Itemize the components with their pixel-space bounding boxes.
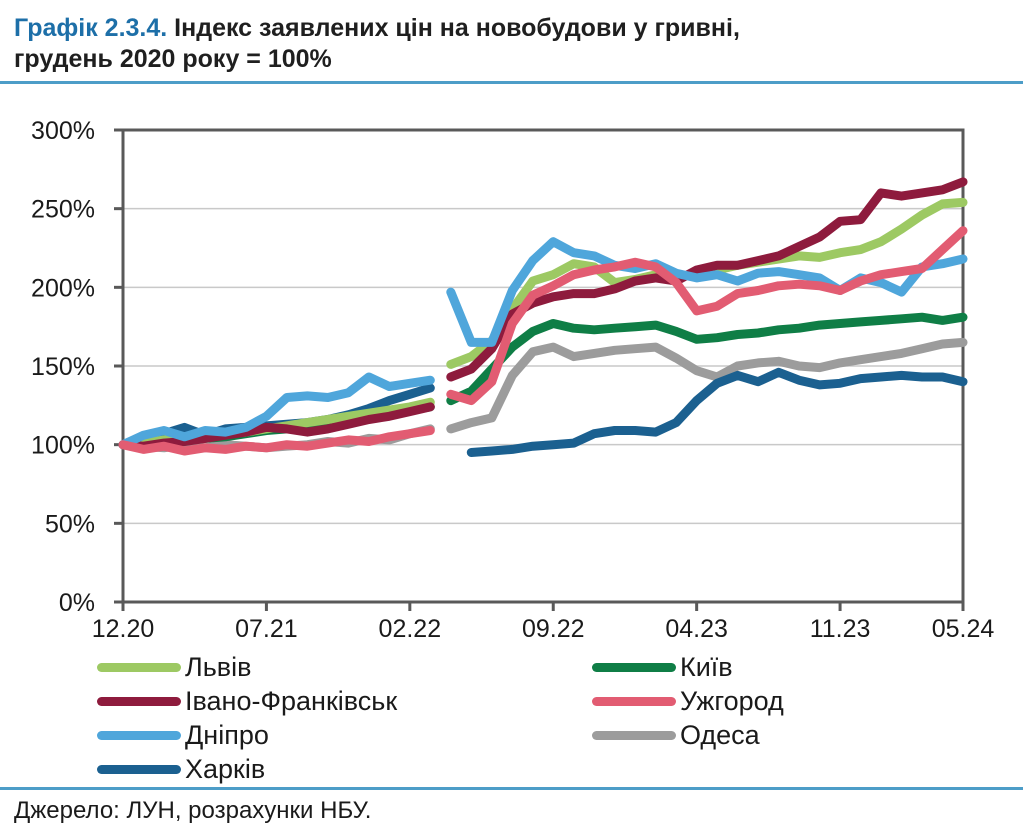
series-line-Івано-Франківськ [446, 177, 968, 382]
legend-item: Київ [592, 650, 784, 684]
x-axis-label: 09.22 [522, 615, 585, 643]
x-axis-label: 05.24 [932, 615, 995, 643]
legend-swatch [97, 662, 181, 672]
y-axis-label: 250% [31, 196, 95, 224]
legend-item: Харків [97, 752, 397, 786]
series-line-Ужгород [118, 426, 435, 456]
x-axis-label: 12.20 [92, 615, 155, 643]
series-line-Київ [446, 312, 968, 406]
legend-column-2: Київ Ужгород Одеса [592, 650, 784, 752]
chart-title-text: Індекс заявлених цін на новобудови у гри… [167, 14, 740, 42]
series-line-Ужгород [446, 226, 968, 406]
y-axis-label: 150% [31, 353, 95, 381]
y-axis-label: 0% [59, 589, 95, 617]
legend-label: Київ [680, 651, 733, 682]
y-axis-label: 300% [31, 117, 95, 145]
legend-swatch [592, 730, 676, 740]
legend-swatch [97, 696, 181, 706]
legend-label: Харків [185, 753, 266, 784]
plot-frame [121, 128, 965, 604]
legend-item: Львів [97, 650, 397, 684]
legend-item: Одеса [592, 718, 784, 752]
x-axis-label: 11.23 [810, 615, 871, 643]
legend-label: Дніпро [185, 719, 269, 750]
y-axis-label: 100% [31, 432, 95, 460]
legend-label: Ужгород [680, 685, 784, 716]
legend-column-1: Львів Івано-Франківськ Дніпро Харків [97, 650, 397, 786]
legend-swatch [97, 764, 181, 774]
chart-title-line1: Графік 2.3.4. Індекс заявлених цін на но… [14, 13, 1009, 44]
series-line-Дніпро [118, 372, 435, 450]
chart-title-line2: грудень 2020 року = 100% [14, 45, 332, 73]
series-line-Харків [466, 367, 968, 457]
legend-item: Ужгород [592, 684, 784, 718]
series-line-Одеса [446, 337, 968, 434]
legend-item: Івано-Франківськ [97, 684, 397, 718]
legend-label: Івано-Франківськ [185, 685, 398, 716]
legend-label: Львів [185, 651, 252, 682]
title-underline [0, 81, 1023, 84]
legend-swatch [97, 730, 181, 740]
x-axis-label: 02.22 [379, 615, 442, 643]
legend-swatch [592, 696, 676, 706]
chart-title: Графік 2.3.4. Індекс заявлених цін на но… [14, 13, 1009, 75]
legend-item: Дніпро [97, 718, 397, 752]
chart-number: Графік 2.3.4. [14, 14, 168, 42]
x-axis-label: 04.23 [665, 615, 728, 643]
y-axis-label: 200% [31, 274, 95, 302]
series-line-Дніпро [446, 237, 968, 347]
legend-label: Одеса [680, 719, 760, 750]
price-index-line-chart: 0% 50% 100% 150% 200% 250% 300% 12.20 07.21 02.22… [31, 117, 995, 643]
legend-swatch [592, 662, 676, 672]
x-axis-label: 07.21 [235, 615, 298, 643]
source-note: Джерело: ЛУН, розрахунки НБУ. [14, 797, 372, 824]
y-axis-label: 50% [45, 510, 95, 538]
source-separator [0, 787, 1023, 790]
series-line-Івано-Франківськ [118, 402, 435, 451]
